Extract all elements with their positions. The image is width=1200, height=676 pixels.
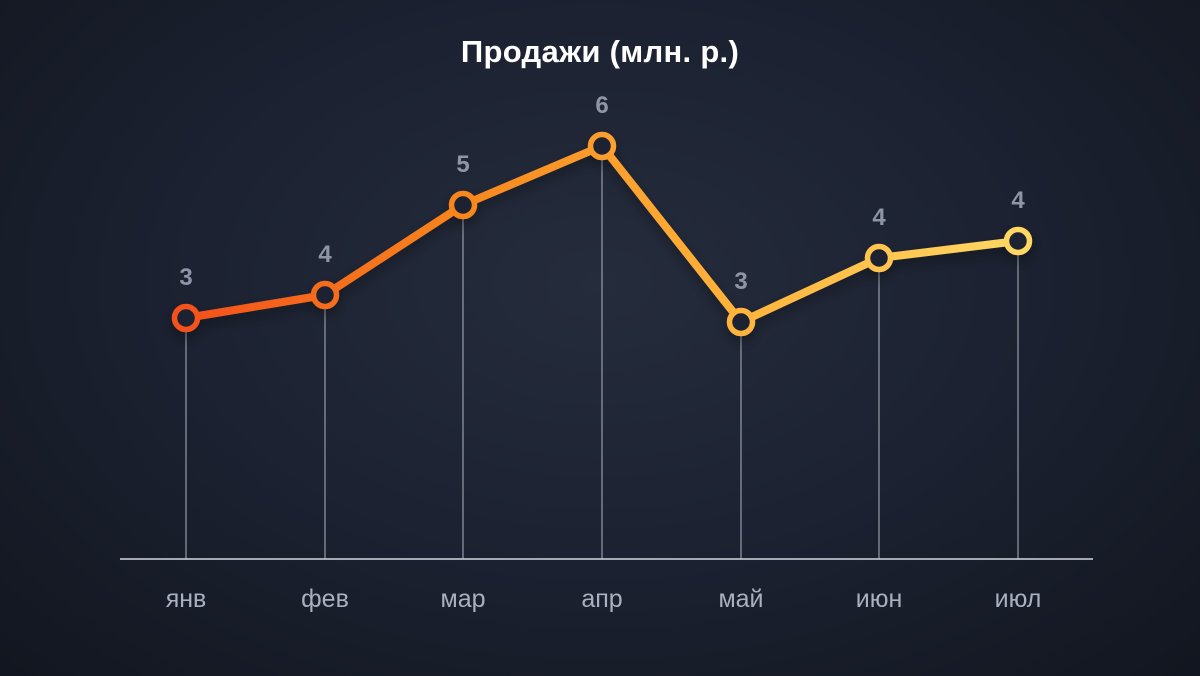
category-label-июл: июл bbox=[995, 585, 1042, 613]
data-point-marker-янв bbox=[171, 303, 201, 333]
category-label-фев: фев bbox=[301, 585, 349, 613]
data-point-marker-мар bbox=[448, 190, 478, 220]
value-label-июл: 4 bbox=[1011, 187, 1025, 214]
data-point-marker-июл bbox=[1003, 226, 1033, 256]
drop-lines-group bbox=[185, 146, 1019, 559]
category-label-янв: янв bbox=[166, 585, 207, 613]
value-label-июн: 4 bbox=[872, 204, 886, 231]
value-label-апр: 6 bbox=[595, 92, 608, 119]
value-label-янв: 3 bbox=[179, 264, 192, 291]
category-label-июн: июн bbox=[856, 585, 903, 613]
data-point-marker-июн bbox=[864, 243, 894, 273]
category-label-мар: мар bbox=[441, 585, 486, 613]
value-label-мар: 5 bbox=[456, 151, 469, 178]
chart-title: Продажи (млн. р.) bbox=[460, 34, 740, 69]
series-group bbox=[171, 131, 1033, 337]
category-labels-group: янв фев мар апр май июн июл bbox=[166, 585, 1042, 613]
data-point-marker-фев bbox=[310, 280, 340, 310]
value-label-май: 3 bbox=[734, 268, 747, 295]
data-point-marker-апр bbox=[587, 131, 617, 161]
category-label-апр: апр bbox=[581, 585, 622, 613]
value-label-фев: 4 bbox=[318, 241, 332, 268]
category-label-май: май bbox=[718, 585, 763, 613]
value-labels-group: 3 4 5 6 3 4 4 bbox=[179, 92, 1025, 295]
data-point-marker-май bbox=[726, 307, 756, 337]
